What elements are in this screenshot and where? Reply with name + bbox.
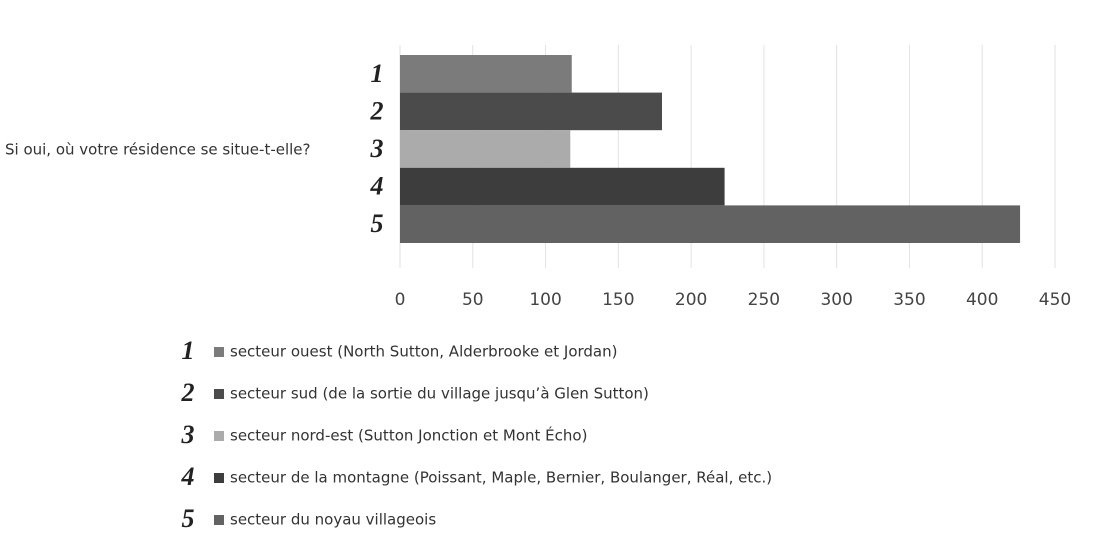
y-axis-label: Si oui, où votre résidence se situe-t-el…	[5, 141, 311, 159]
legend-number: 1	[182, 336, 195, 365]
x-tick-label: 250	[748, 290, 780, 310]
x-tick-label: 400	[966, 290, 998, 310]
bar	[400, 130, 571, 168]
legend-swatch	[214, 473, 224, 483]
legend-swatch	[214, 389, 224, 399]
x-tick-label: 0	[395, 290, 406, 310]
legend-number: 4	[181, 462, 195, 491]
x-tick-label: 150	[602, 290, 634, 310]
legend-label: secteur sud (de la sortie du village jus…	[230, 385, 649, 403]
y-tick-label: 5	[371, 209, 384, 238]
y-tick-label: 3	[370, 134, 384, 163]
y-tick-label: 4	[370, 172, 384, 201]
x-tick-label: 350	[893, 290, 925, 310]
legend-label: secteur nord-est (Sutton Jonction et Mon…	[230, 426, 587, 445]
legend-swatch	[214, 431, 224, 441]
legend-number: 2	[181, 378, 195, 407]
bar	[400, 205, 1021, 243]
y-tick-label: 2	[370, 96, 384, 125]
bar	[400, 55, 572, 93]
x-tick-label: 450	[1039, 290, 1071, 310]
legend-swatch	[214, 515, 224, 525]
x-tick-label: 100	[529, 290, 561, 310]
legend-label: secteur ouest (North Sutton, Alderbrooke…	[230, 343, 617, 361]
legend-number: 3	[181, 420, 195, 449]
y-tick-label: 1	[371, 59, 384, 88]
legend-number: 5	[182, 504, 195, 533]
x-tick-label: 50	[462, 290, 484, 310]
legend-label: secteur de la montagne (Poissant, Maple,…	[230, 469, 772, 487]
legend-swatch	[214, 347, 224, 357]
x-tick-label: 200	[675, 290, 707, 310]
bar	[400, 167, 725, 206]
legend-label: secteur du noyau villageois	[230, 511, 436, 529]
bar	[400, 92, 662, 131]
x-tick-label: 300	[820, 290, 852, 310]
